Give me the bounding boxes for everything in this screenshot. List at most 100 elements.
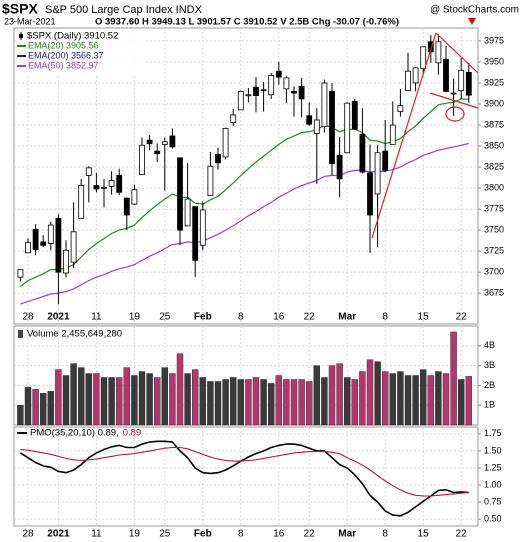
volume-bar	[458, 379, 465, 426]
volume-bar	[131, 375, 138, 426]
y-tick-label: 3675	[484, 288, 504, 298]
volume-bar	[184, 373, 191, 426]
volume-bar	[290, 379, 298, 426]
volume-bar	[245, 379, 252, 426]
volume-bar	[207, 381, 214, 426]
candle-body	[222, 127, 229, 158]
legend-label: PMO(35,20,10) 0.89,	[30, 428, 119, 439]
y-tick-label: 3700	[484, 267, 504, 277]
y-tick-label: 3750	[484, 224, 504, 234]
candle-body	[237, 90, 244, 111]
y-tick-label: 3900	[484, 98, 504, 108]
volume-icon	[18, 330, 23, 338]
legend-icon	[19, 34, 23, 38]
candle-body	[40, 241, 47, 246]
candle-body	[63, 249, 69, 274]
candle-body	[199, 209, 206, 246]
volume-bar	[77, 367, 85, 426]
volume-bar	[70, 363, 77, 426]
candle-body	[184, 198, 191, 227]
volume-bar	[85, 373, 93, 426]
volume-bar	[17, 405, 24, 426]
pmo-line	[19, 440, 469, 517]
volume-bar	[47, 391, 54, 426]
x-tick-label: 19	[129, 529, 141, 540]
x-tick-label: 8	[238, 529, 244, 540]
candle-body	[47, 224, 54, 244]
x-tick-label: Feb	[194, 312, 212, 323]
candle-body	[154, 150, 161, 155]
volume-bar	[351, 379, 358, 426]
down-arrow	[468, 18, 476, 25]
candle-body	[101, 186, 107, 189]
volume-bar	[389, 373, 396, 426]
volume-bar	[108, 377, 115, 426]
x-tick-label: 22	[304, 529, 316, 540]
volume-bar	[115, 377, 123, 426]
legend-label: Volume 2,455,649,280	[27, 329, 122, 340]
x-tick-label: 19	[129, 312, 141, 323]
candle-body	[78, 185, 85, 219]
candle-body	[458, 69, 465, 91]
candle-body	[306, 115, 313, 125]
volume-bar	[336, 363, 343, 426]
legend-label: $SPX (Daily) 3910.52	[27, 31, 118, 42]
x-tick-label: 25	[159, 312, 171, 323]
trend-line	[429, 92, 479, 109]
candle-body	[215, 154, 221, 164]
candle-body	[70, 231, 77, 263]
legend-label: 0.89	[123, 428, 142, 439]
y-tick-label: 3925	[484, 77, 504, 87]
volume-bar	[442, 373, 450, 426]
volume-bar	[344, 377, 351, 426]
volume-bar	[229, 377, 237, 426]
trend-line	[371, 32, 437, 239]
volume-bar	[222, 379, 229, 426]
candle-body	[397, 105, 404, 112]
candle-body	[85, 167, 92, 176]
price-panel	[13, 27, 479, 325]
legend-label: EMA(20) 3905.56	[28, 40, 99, 50]
y-tick-label: 1.00	[484, 479, 502, 489]
candle-body	[435, 41, 442, 64]
volume-bar	[100, 377, 108, 426]
volume-bar	[313, 365, 320, 426]
volume-bar	[55, 369, 62, 426]
x-tick-label: 25	[159, 529, 171, 540]
x-tick-label: Mar	[338, 529, 356, 540]
candle-body	[412, 67, 419, 84]
volume-bar	[169, 373, 176, 426]
candle-body	[268, 75, 275, 96]
volume-bar	[138, 371, 146, 426]
y-tick-label: 1.75	[484, 428, 502, 438]
candle-body	[420, 46, 427, 70]
volume-bar	[161, 367, 169, 426]
candle-body	[123, 197, 130, 216]
y-tick-label: 3950	[484, 56, 504, 66]
candle-body	[427, 41, 434, 53]
y-tick-label: 3875	[484, 119, 504, 129]
x-tick-label: 28	[22, 312, 34, 323]
volume-bar	[397, 371, 404, 426]
x-tick-label: 22	[456, 312, 468, 323]
volume-bar	[191, 369, 199, 426]
legend-label: EMA(200) 3566.37	[28, 50, 104, 60]
volume-bar	[328, 365, 336, 426]
candle-body	[161, 141, 168, 145]
volume-bar	[32, 389, 39, 426]
volume-bar	[374, 361, 381, 426]
volume-bar	[283, 379, 290, 426]
quote: O 3937.60 H 3949.13 L 3901.57 C 3910.52 …	[95, 17, 399, 28]
x-tick-label: 16	[273, 529, 285, 540]
candle-body	[298, 85, 305, 100]
candle-body	[207, 165, 214, 197]
volume-bar	[260, 379, 267, 426]
x-tick-label: 11	[91, 529, 102, 540]
candle-body	[389, 124, 396, 145]
date: 23-Mar-2021	[4, 16, 56, 26]
candle-body	[131, 189, 138, 205]
x-tick-label: 16	[273, 312, 285, 323]
volume-bar	[450, 331, 457, 426]
y-tick-label: 1.25	[484, 462, 502, 472]
candle-body	[32, 228, 39, 250]
